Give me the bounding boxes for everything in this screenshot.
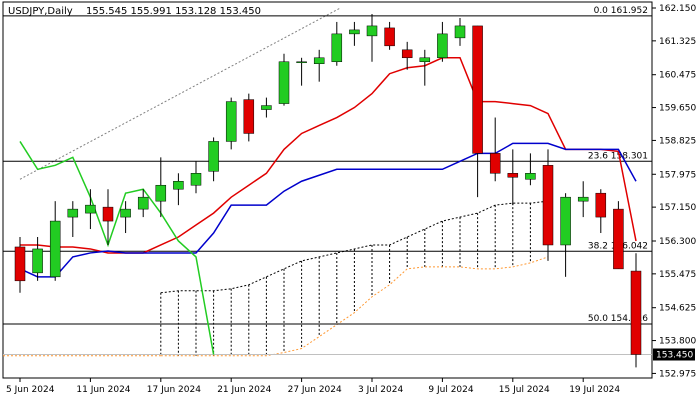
candle-body [454, 25, 466, 39]
plot-frame [2, 1, 653, 379]
candle-body [613, 208, 624, 270]
candle-body [49, 220, 61, 278]
chart-title: USDJPY,Daily [8, 6, 73, 17]
kijun-line [19, 142, 637, 278]
x-tick-label: 21 Jun 2024 [217, 385, 271, 395]
current-price-tag [653, 348, 695, 361]
y-tick-label: 155.475 [659, 270, 696, 280]
candle-body [225, 101, 237, 142]
candle-body [67, 208, 79, 218]
ichimoku-cloud [3, 200, 549, 357]
chikou-line [19, 141, 215, 355]
y-tick-label: 159.650 [659, 104, 696, 114]
x-tick-label: 17 Jun 2024 [147, 385, 201, 395]
candle-body [595, 192, 607, 218]
x-tick-label: 5 Jun 2024 [6, 385, 55, 395]
cloud-span-a [160, 200, 549, 294]
candle-body [14, 246, 26, 282]
y-tick-label: 154.625 [659, 304, 696, 314]
candle-body [349, 29, 360, 35]
y-tick-label: 156.300 [659, 237, 696, 247]
candle-body [507, 173, 519, 178]
x-tick-label: 11 Jun 2024 [76, 385, 130, 395]
x-tick-label: 15 Jul 2024 [499, 385, 550, 395]
candle-body [489, 153, 501, 174]
candle-body [102, 206, 114, 222]
y-tick-label: 152.975 [659, 369, 696, 379]
y-tick-label: 157.975 [659, 170, 696, 180]
candle-body [525, 173, 536, 180]
candle-body [190, 173, 202, 186]
candle-body [630, 270, 642, 355]
y-tick-label: 158.825 [659, 136, 696, 146]
candle-body [296, 61, 307, 64]
y-tick-label: 161.325 [659, 37, 696, 47]
y-tick-label: 153.800 [659, 337, 696, 347]
candle-body [577, 196, 589, 202]
y-tick-label: 162.150 [659, 4, 696, 14]
ohlc-readout: 155.545 155.991 153.128 153.450 [86, 6, 261, 17]
current-price-label: 153.450 [656, 351, 693, 361]
candle-body [384, 27, 395, 47]
candle-body [331, 33, 343, 63]
candles [14, 13, 642, 368]
candle-body [437, 33, 448, 59]
candle-body [366, 25, 378, 37]
candle-body [560, 196, 571, 246]
candle-body [243, 99, 255, 134]
fib-label: 0.0 161.952 [594, 6, 648, 16]
candle-body [419, 57, 431, 63]
candle-body [120, 208, 131, 218]
candle-body [155, 184, 167, 202]
x-tick-label: 9 Jul 2024 [428, 385, 473, 395]
y-tick-label: 157.150 [659, 203, 696, 213]
candle-body [401, 49, 413, 59]
candle-body [313, 57, 325, 65]
cloud-span-b [160, 256, 549, 357]
trend-line [19, 7, 341, 180]
x-tick-label: 19 Jul 2024 [569, 385, 620, 395]
candle-body [208, 141, 219, 172]
candle-body [32, 248, 43, 274]
y-tick-label: 160.475 [659, 71, 696, 81]
fib-label: 23.6 158.301 [588, 151, 648, 161]
candle-body [278, 61, 290, 104]
x-tick-label: 27 Jun 2024 [288, 385, 342, 395]
candle-body [472, 25, 483, 154]
candle-body [137, 196, 149, 210]
x-tick-label: 3 Jul 2024 [358, 385, 403, 395]
fib-label: 50.0 154.216 [588, 314, 648, 324]
candle-body [85, 204, 96, 214]
candle-body [542, 165, 554, 246]
candle-body [173, 180, 184, 190]
candle-body [261, 105, 272, 110]
